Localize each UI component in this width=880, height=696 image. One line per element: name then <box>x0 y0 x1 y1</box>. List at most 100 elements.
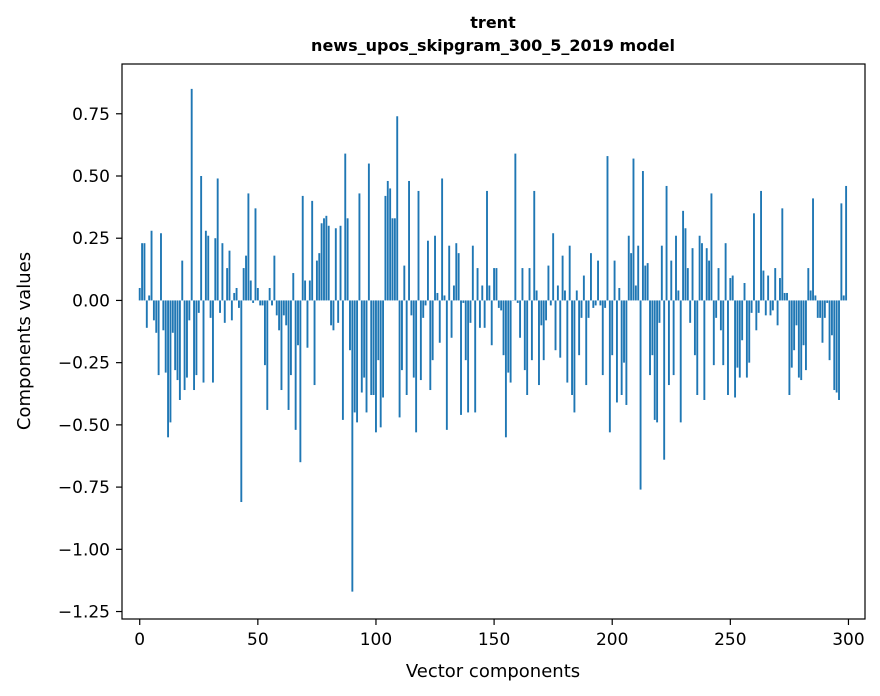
bar <box>722 300 725 366</box>
bar <box>774 268 777 301</box>
bar <box>526 300 529 395</box>
bar <box>452 285 455 301</box>
bar <box>779 278 781 301</box>
bar <box>178 300 181 400</box>
bar <box>696 300 699 395</box>
bar <box>663 300 666 460</box>
bar <box>327 225 330 301</box>
bar <box>363 300 366 378</box>
x-tick-label: 300 <box>832 630 864 650</box>
bar <box>618 287 621 301</box>
bar <box>705 248 708 301</box>
y-tick-label: 0.00 <box>72 291 110 311</box>
bar <box>323 218 325 301</box>
bar <box>214 238 217 301</box>
bar <box>174 300 177 371</box>
x-tick-label: 0 <box>134 630 145 650</box>
bar <box>509 300 512 383</box>
bar <box>686 268 689 301</box>
x-ticks: 0 50 100 150 200 250 300 <box>134 619 865 650</box>
bar <box>667 300 670 386</box>
x-axis-label: Vector components <box>406 661 580 682</box>
bar <box>219 300 221 313</box>
bar <box>656 300 659 423</box>
bar <box>150 230 153 301</box>
bar <box>486 190 488 301</box>
bar <box>833 300 836 391</box>
bar <box>429 300 432 391</box>
bar <box>370 300 373 395</box>
x-tick-label: 150 <box>478 630 510 650</box>
bar <box>769 300 772 316</box>
bar <box>169 300 172 423</box>
bar <box>249 280 252 301</box>
bar <box>256 287 259 301</box>
bar <box>738 300 741 378</box>
bar <box>684 228 687 301</box>
bar <box>282 300 285 316</box>
y-tick-label: −1.00 <box>58 540 110 560</box>
bar <box>188 300 191 321</box>
bar <box>190 88 193 301</box>
bar <box>828 300 831 361</box>
bar <box>341 300 344 420</box>
bar <box>594 300 597 306</box>
y-axis-label: Components values <box>14 252 35 430</box>
bar <box>644 265 647 301</box>
bar <box>427 240 429 301</box>
bar <box>202 300 205 383</box>
bar <box>493 268 496 301</box>
x-tick-label: 50 <box>247 630 269 650</box>
bar <box>242 268 245 301</box>
bar <box>247 193 250 301</box>
bar <box>401 300 403 371</box>
bar <box>155 300 158 333</box>
bar <box>613 260 616 301</box>
bar <box>500 300 503 311</box>
bar <box>330 300 333 326</box>
bar <box>254 208 257 301</box>
y-ticks: 0.75 0.50 0.25 0.00 −0.25 −0.50 −0.75 −1.00 −1.2… <box>58 105 122 623</box>
bar <box>545 300 548 321</box>
bar <box>419 300 422 381</box>
y-tick-label: 0.50 <box>72 167 110 187</box>
bar <box>519 300 522 338</box>
bar <box>753 213 755 301</box>
bar <box>767 275 770 301</box>
bar <box>339 225 342 301</box>
bar <box>743 283 746 301</box>
bar <box>379 300 382 428</box>
bar <box>823 300 826 318</box>
bar <box>842 295 845 301</box>
bar <box>556 285 559 301</box>
bar <box>533 190 536 301</box>
bar <box>608 300 611 433</box>
bar <box>325 215 328 301</box>
bar <box>641 171 644 301</box>
bar <box>233 292 236 301</box>
bar <box>223 300 226 323</box>
bar <box>216 178 219 301</box>
bar <box>490 300 493 346</box>
bar <box>318 253 321 301</box>
bar <box>523 300 526 371</box>
bar <box>762 270 765 301</box>
chart-title: trent <box>470 13 516 32</box>
bar <box>469 300 472 323</box>
bar <box>476 268 479 301</box>
y-tick-label: −1.25 <box>58 603 110 623</box>
bar <box>599 300 602 306</box>
bar <box>580 300 583 318</box>
bar <box>504 300 507 438</box>
bar <box>566 300 569 383</box>
bar <box>495 268 498 301</box>
x-tick-label: 100 <box>360 630 392 650</box>
bar <box>578 300 581 356</box>
bar <box>783 292 786 301</box>
bar <box>228 250 231 301</box>
bar <box>689 300 692 323</box>
bar <box>800 300 803 381</box>
bar <box>259 300 262 306</box>
bar <box>597 260 599 301</box>
